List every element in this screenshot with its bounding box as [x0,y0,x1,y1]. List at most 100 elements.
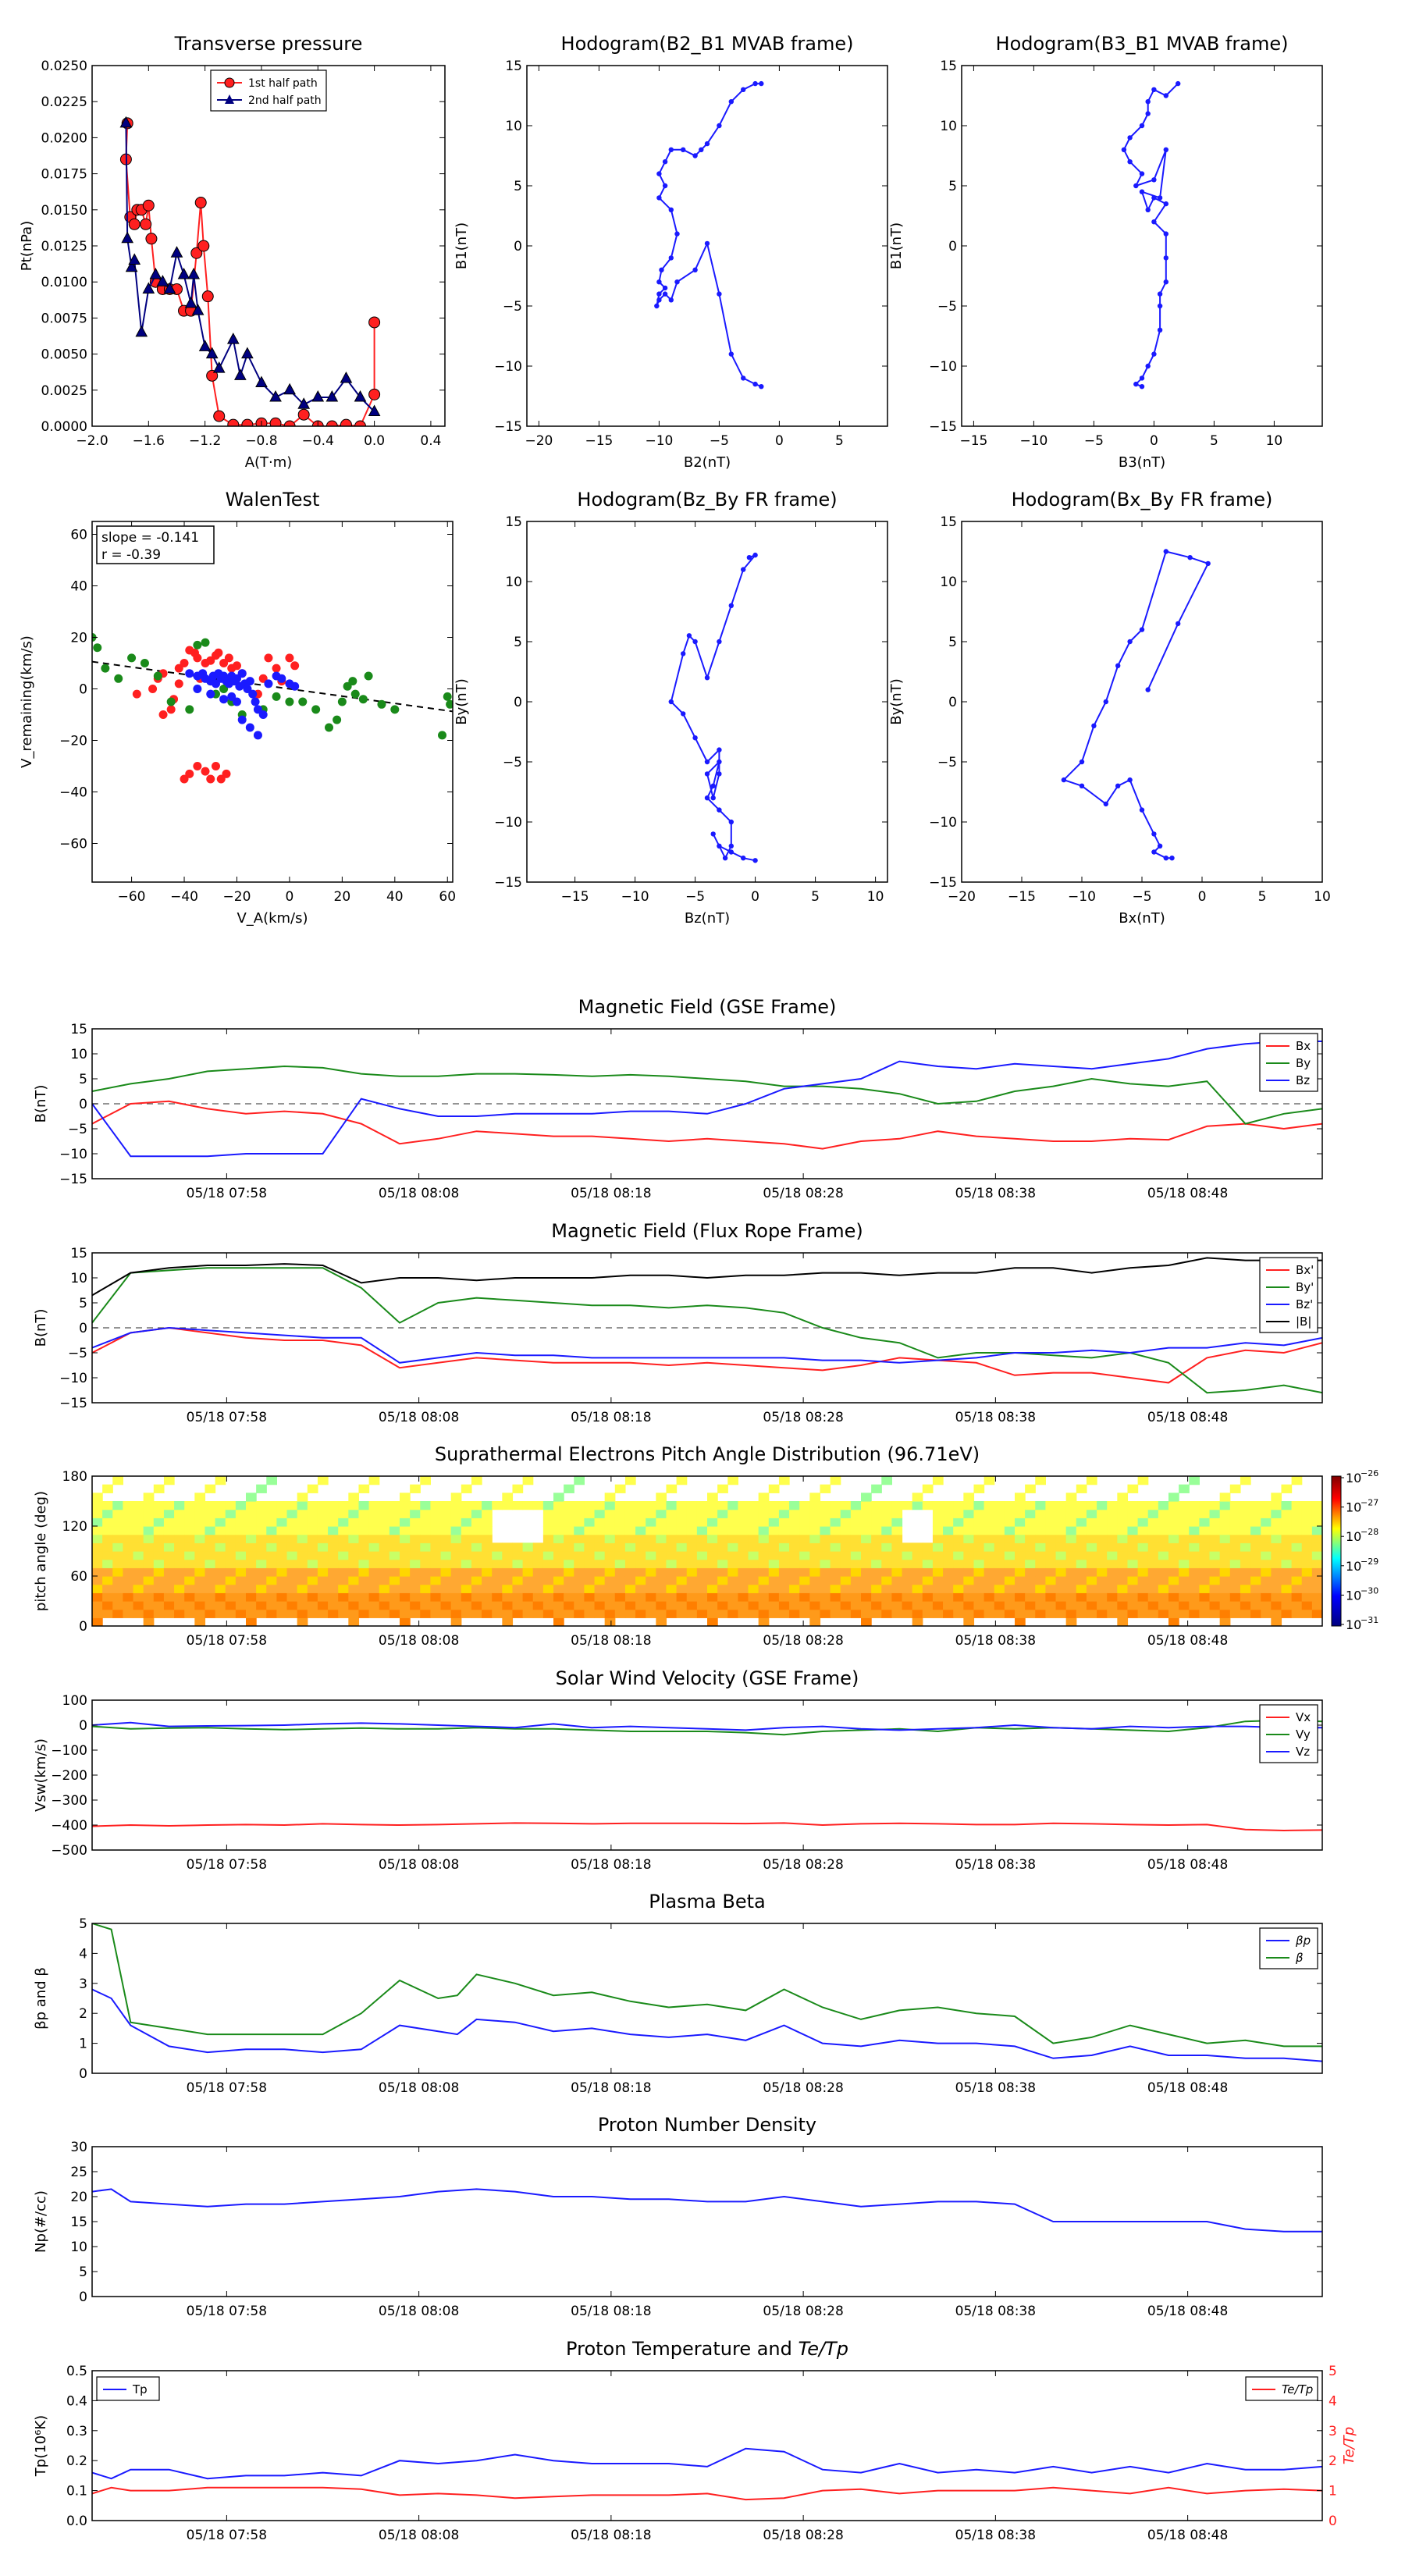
heatmap-cell [809,1501,821,1510]
heatmap-cell [194,1584,206,1593]
heatmap-cell [1158,1542,1169,1552]
heatmap-cell [512,1584,524,1593]
hodogram-point [668,699,674,705]
heatmap-cell [297,1609,308,1618]
heatmap-cell [430,1509,442,1518]
heatmap-cell [348,1559,360,1568]
hodogram-point [668,255,674,261]
heatmap-cell [696,1609,708,1618]
heatmap-cell [686,1509,698,1518]
heatmap-cell [174,1559,185,1568]
heatmap-cell [112,1476,123,1485]
heatmap-cell [574,1501,585,1510]
point-blue [211,679,220,688]
plot-area [92,1923,1322,2062]
heatmap-cell [850,1559,862,1568]
heatmap-cell [1179,1584,1190,1593]
chart-title: Hodogram(B3_B1 MVAB frame) [996,33,1289,55]
heatmap-cell [225,1609,237,1618]
heatmap-cell [215,1584,226,1593]
heatmap-cell [676,1526,688,1535]
hodogram-point [717,291,722,297]
heatmap-cell [92,1551,103,1560]
heatmap-cell [984,1534,995,1543]
heatmap-cell [830,1559,841,1568]
heatmap-cell [1117,1576,1129,1585]
heatmap-cell [902,1576,913,1585]
heatmap-cell [1291,1501,1303,1510]
heatmap-cell [379,1501,390,1510]
heatmap-cell [1137,1584,1149,1593]
heatmap-cell [1301,1551,1313,1560]
chart-title: Magnetic Field (GSE Frame) [578,996,837,1018]
heatmap-cell [1179,1484,1190,1493]
heatmap-cell [553,1559,564,1568]
heatmap-cell [205,1484,216,1493]
heatmap-cell [809,1559,821,1568]
heatmap-cell [646,1501,656,1510]
heatmap-cell [564,1609,574,1618]
heatmap-cell [205,1601,216,1610]
heatmap-cell [1086,1509,1097,1518]
heatmap-cell [912,1559,923,1568]
heatmap-cell [1219,1609,1231,1618]
colorbar-exponent: −28 [1361,1527,1378,1537]
y-tick-label: 10 [70,2240,87,2255]
heatmap-cell [215,1534,226,1543]
heatmap-cell [112,1601,123,1610]
point-red [290,661,300,671]
heatmap-cell [102,1559,113,1568]
y-tick-label: 30 [70,2140,87,2155]
chart-mag: Magnetic Field (GSE Frame)−15−10−5051015… [33,996,1323,1201]
heatmap-cell [707,1617,718,1626]
heatmap-cell [1311,1551,1322,1560]
heatmap-cell [686,1576,698,1585]
point-1st-half [190,247,203,259]
y-tick-label: 0 [514,695,522,710]
heatmap-cell [594,1501,606,1510]
heatmap-cell [635,1584,646,1593]
heatmap-cell [338,1534,349,1543]
heatmap-cell [707,1526,718,1535]
x-tick-label: 05/18 08:38 [955,1410,1036,1425]
heatmap-cell [348,1517,360,1527]
heatmap-cell [768,1517,780,1527]
heatmap-cell [1179,1567,1190,1577]
heatmap-cell [143,1551,155,1560]
heatmap-cell [1097,1609,1108,1618]
hodogram-point [1145,363,1151,369]
x-tick-label: 05/18 08:08 [379,2080,459,2096]
x-tick-label: 5 [811,889,820,905]
heatmap-cell [840,1509,852,1518]
heatmap-cell [286,1601,298,1610]
heatmap-cell [92,1509,103,1518]
heatmap-cell [799,1576,810,1585]
heatmap-cell [1229,1509,1241,1518]
series-line-path [1122,83,1179,388]
heatmap-cell [953,1567,964,1577]
heatmap-cell [143,1584,155,1593]
heatmap-cell [153,1601,165,1610]
heatmap-cell [266,1609,277,1618]
heatmap-cell [461,1509,472,1518]
heatmap-cell [1097,1517,1108,1527]
heatmap-cell [400,1567,411,1577]
y-tick-label: −5 [68,1122,87,1137]
heatmap-cell [266,1592,277,1602]
heatmap-cell [1291,1609,1303,1618]
series-line-Bx [92,1100,1322,1150]
hodogram-point [1151,849,1157,855]
hodogram-point [717,639,722,645]
x-axis-label: Bz(nT) [685,910,730,927]
heatmap-cell [624,1584,636,1593]
heatmap-cell [1097,1601,1108,1610]
heatmap-cell [1127,1609,1139,1618]
chart-pt: Transverse pressure0.00000.00250.00500.0… [19,33,446,471]
point-green [390,705,400,714]
y-tick-label: 180 [62,1469,87,1485]
heatmap-cell [266,1517,277,1527]
x-tick-label: 05/18 08:48 [1147,2528,1228,2543]
heatmap-cell [1158,1584,1169,1593]
heatmap-cell [799,1567,810,1577]
heatmap-cell [891,1551,903,1560]
